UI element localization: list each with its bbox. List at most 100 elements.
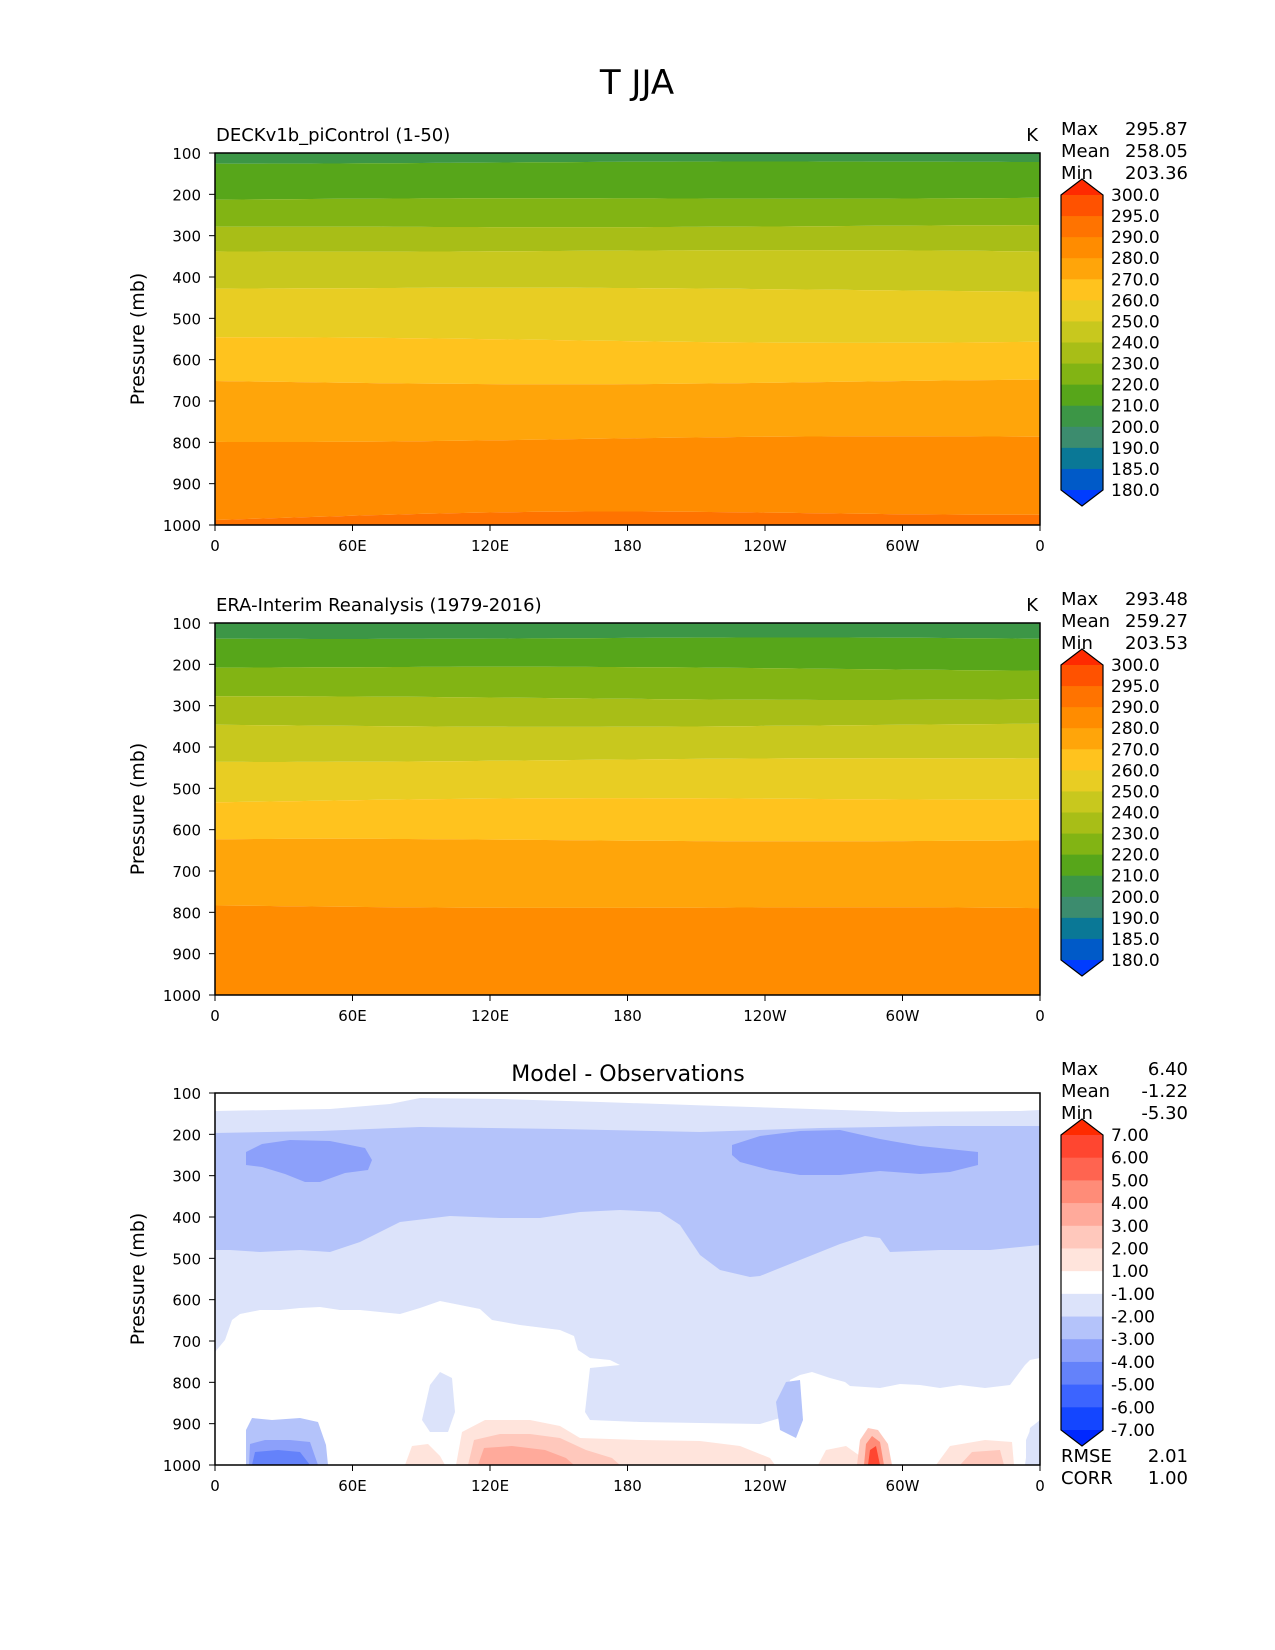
temperature-band <box>215 250 1040 292</box>
stat-min-label: Min <box>1061 1103 1093 1124</box>
colorbar-extend-low <box>1061 1430 1103 1446</box>
colorbar-label: -4.00 <box>1111 1353 1155 1373</box>
colorbar-segment <box>1061 791 1103 813</box>
colorbar-segment <box>1061 938 1103 961</box>
stat-max-value: 293.48 <box>1125 589 1188 610</box>
stats-block: Max 295.87 Mean 258.05 Min 203.36 <box>1061 119 1188 184</box>
diff-region-blue-spot <box>776 1380 803 1438</box>
temperature-band <box>215 798 1040 842</box>
colorbar-outline <box>1060 1118 1104 1447</box>
temperature-band <box>215 153 1040 164</box>
y-axis-label: Pressure (mb) <box>127 1213 149 1346</box>
colorbar-label: -2.00 <box>1111 1308 1155 1328</box>
temperature-band <box>215 436 1040 520</box>
colorbar-segment <box>1061 1407 1103 1431</box>
x-axis: 0 60E 120E 180 120W 60W 0 <box>210 1465 1045 1495</box>
colorbar-label: 7.00 <box>1111 1126 1149 1146</box>
colorbar-label: 1.00 <box>1111 1262 1149 1282</box>
x-tick-label: 60E <box>338 1007 367 1025</box>
stat-max-label: Max <box>1061 1059 1099 1080</box>
colorbar-label: 230.0 <box>1111 355 1160 375</box>
temperature-band <box>215 905 1040 995</box>
stat-max-label: Max <box>1061 589 1099 610</box>
y-tick-label: 400 <box>172 269 201 287</box>
colorbar-label: 220.0 <box>1111 376 1160 396</box>
colorbar-segment <box>1061 749 1103 771</box>
y-tick-label: 300 <box>172 698 201 716</box>
diff-region-blue-spot <box>1026 1425 1040 1465</box>
colorbar-label: 180.0 <box>1111 951 1160 971</box>
colorbar-segment <box>1061 707 1103 729</box>
x-tick-label: 0 <box>1035 537 1045 555</box>
y-tick-label: 600 <box>172 822 201 840</box>
colorbar-segment <box>1061 363 1103 386</box>
colorbar-segment <box>1061 686 1103 708</box>
y-tick-label: 1000 <box>163 1457 201 1475</box>
colorbar-segment <box>1061 321 1103 343</box>
y-tick-label: 100 <box>172 1085 201 1103</box>
colorbar-extend-low <box>1061 490 1103 506</box>
temperature-band <box>215 666 1040 700</box>
diff-region-minus3-east <box>732 1130 978 1175</box>
colorbar-label: 260.0 <box>1111 291 1160 311</box>
y-tick-label: 700 <box>172 1333 201 1351</box>
colorbar-extend-high <box>1061 179 1103 195</box>
y-axis: 100 200 300 400 500 600 700 800 900 1000 <box>163 615 215 1005</box>
x-axis: 0 60E 120E 180 120W 60W 0 <box>210 995 1045 1025</box>
diff-region-surface-positive <box>478 1446 574 1465</box>
colorbar-label: 200.0 <box>1111 418 1160 438</box>
temperature-band <box>215 623 1040 639</box>
colorbar-label: 240.0 <box>1111 804 1160 824</box>
colorbar-label: 250.0 <box>1111 782 1160 802</box>
colorbar-segment <box>1061 1384 1103 1408</box>
colorbar-segment <box>1061 1339 1103 1363</box>
y-tick-label: 400 <box>172 739 201 757</box>
stat-mean-value: -1.22 <box>1141 1081 1188 1102</box>
y-tick-label: 200 <box>172 186 201 204</box>
colorbar-label: 210.0 <box>1111 397 1160 417</box>
temperature-band <box>215 379 1040 442</box>
y-tick-label: 300 <box>172 1168 201 1186</box>
colorbar-label: -3.00 <box>1111 1330 1155 1350</box>
colorbar-label: 185.0 <box>1111 930 1160 950</box>
temperature-band <box>215 637 1040 671</box>
colorbar-label: 4.00 <box>1111 1194 1149 1214</box>
x-tick-label: 120W <box>743 1007 787 1025</box>
diff-region-surface-positive <box>960 1450 1004 1465</box>
y-tick-label: 300 <box>172 228 201 246</box>
y-axis: 100 200 300 400 500 600 700 800 900 1000 <box>163 145 215 535</box>
colorbar-label: 295.0 <box>1111 677 1160 697</box>
colorbar-label: 290.0 <box>1111 698 1160 718</box>
stat-max-label: Max <box>1061 119 1099 140</box>
y-axis-label: Pressure (mb) <box>127 273 149 406</box>
y-tick-label: 200 <box>172 656 201 674</box>
stat-corr-value: 1.00 <box>1148 1468 1188 1489</box>
temperature-band <box>215 696 1040 727</box>
colorbar-outline <box>1060 178 1104 507</box>
temperature-band <box>215 197 1040 228</box>
colorbar-segment <box>1061 468 1103 491</box>
colorbar-extend-low <box>1061 960 1103 976</box>
colorbar-label: 230.0 <box>1111 825 1160 845</box>
stat-mean-label: Mean <box>1061 1081 1110 1102</box>
temperature-band <box>215 723 1040 762</box>
temperature-band <box>215 758 1040 803</box>
stat-min-value: 203.36 <box>1125 163 1188 184</box>
colorbar-segment <box>1061 195 1103 217</box>
panel-difference: Model - Observations Pressure (mb) 100 20… <box>127 1059 1188 1495</box>
y-tick-label: 600 <box>172 352 201 370</box>
x-tick-label: 0 <box>1035 1477 1045 1495</box>
colorbar: 7.00 6.005.00 4.00 3.002.00 1.00 -1.00 -2.00-3… <box>1060 1118 1155 1447</box>
x-tick-label: 180 <box>613 1007 642 1025</box>
units-label: K <box>1026 595 1039 616</box>
colorbar-segment <box>1061 1271 1103 1295</box>
x-tick-label: 0 <box>1035 1007 1045 1025</box>
colorbar-label: 295.0 <box>1111 207 1160 227</box>
stat-mean-value: 258.05 <box>1125 141 1188 162</box>
y-axis-label: Pressure (mb) <box>127 743 149 876</box>
colorbar-label: 5.00 <box>1111 1171 1149 1191</box>
figure-title: T JJA <box>599 63 674 103</box>
x-tick-label: 0 <box>210 1007 220 1025</box>
colorbar-label: -5.00 <box>1111 1376 1155 1396</box>
x-tick-label: 0 <box>210 1477 220 1495</box>
